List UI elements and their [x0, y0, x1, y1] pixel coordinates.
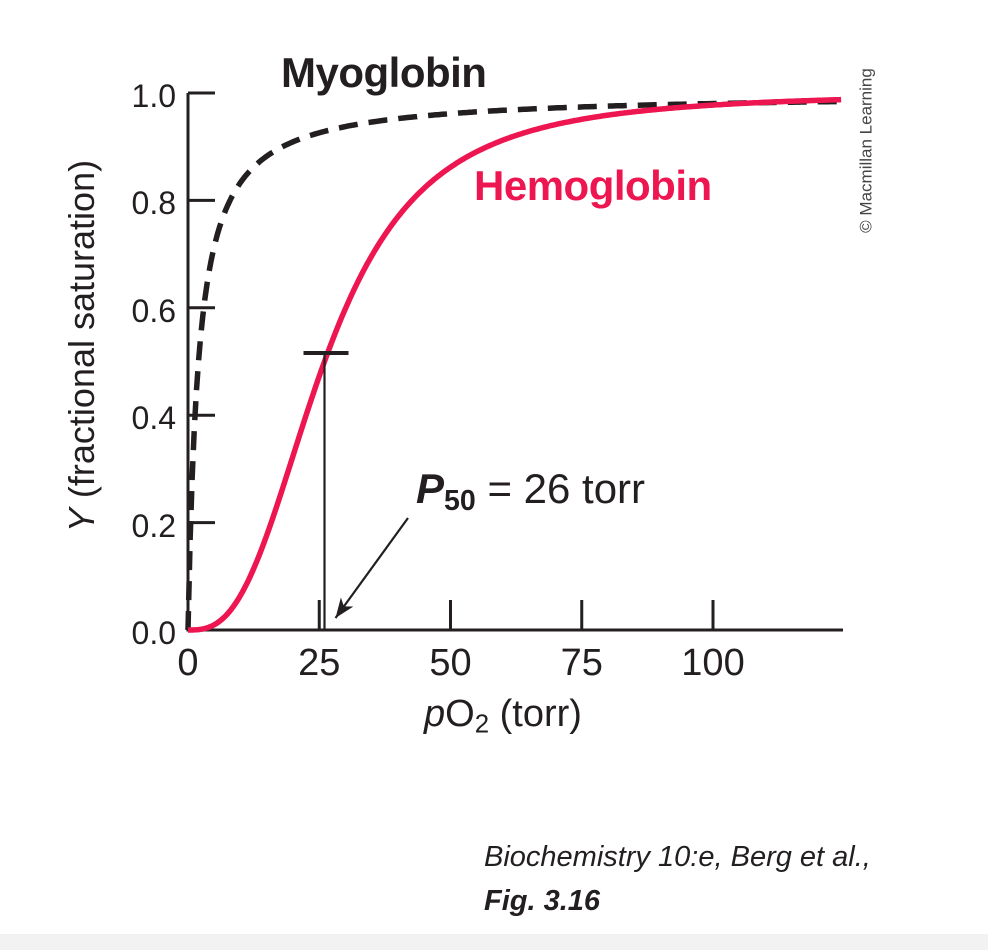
x-axis-subscript: 2: [474, 710, 490, 739]
y-tick-label: 0.6: [131, 292, 176, 329]
y-tick-label: 0.8: [131, 185, 176, 222]
p50-annotation-label: P50 = 26 torr: [416, 468, 645, 516]
p50-marker: [303, 351, 409, 630]
hemoglobin-curve: [188, 96, 842, 633]
caption-source-line: Biochemistry 10:e, Berg et al.,: [484, 841, 871, 873]
myoglobin-curve-label: Myoglobin: [281, 49, 487, 96]
y-axis-units: (fractional saturation): [61, 159, 102, 509]
data-curves: [185, 96, 842, 633]
p50-subscript: 50: [444, 485, 476, 518]
hemoglobin-curve-label: Hemoglobin: [474, 162, 712, 209]
y-axis-title: Y (fractional saturation): [61, 66, 102, 626]
x-axis-title: pO2 (torr): [424, 695, 582, 738]
y-tick-label: 0.0: [131, 615, 176, 651]
x-axis-units: (torr): [489, 693, 582, 735]
p50-arrow: [334, 517, 409, 619]
x-tick-label: 25: [298, 642, 341, 684]
y-tick-label: 0.4: [131, 400, 176, 437]
caption-figure-number: Fig. 3.16: [484, 884, 601, 917]
copyright-notice: © Macmillan Learning: [856, 68, 876, 233]
x-tick-label: 50: [429, 642, 472, 684]
bottom-strip: [0, 934, 988, 950]
x-tick-label: 0: [177, 642, 199, 684]
p50-value-text: = 26 torr: [475, 465, 646, 512]
x-tick-label: 100: [681, 642, 745, 684]
x-axis-p-symbol: p: [424, 693, 446, 735]
figure-caption: Biochemistry 10:e, Berg et al., Fig. 3.1…: [484, 836, 871, 923]
p50-symbol: P: [416, 465, 445, 512]
y-tick-label: 1.0: [131, 78, 176, 114]
y-tick-label: 0.2: [131, 507, 176, 544]
y-axis-y-symbol: Y: [61, 508, 102, 533]
x-axis-o-symbol: O: [445, 693, 475, 735]
x-tick-label: 75: [560, 642, 603, 684]
